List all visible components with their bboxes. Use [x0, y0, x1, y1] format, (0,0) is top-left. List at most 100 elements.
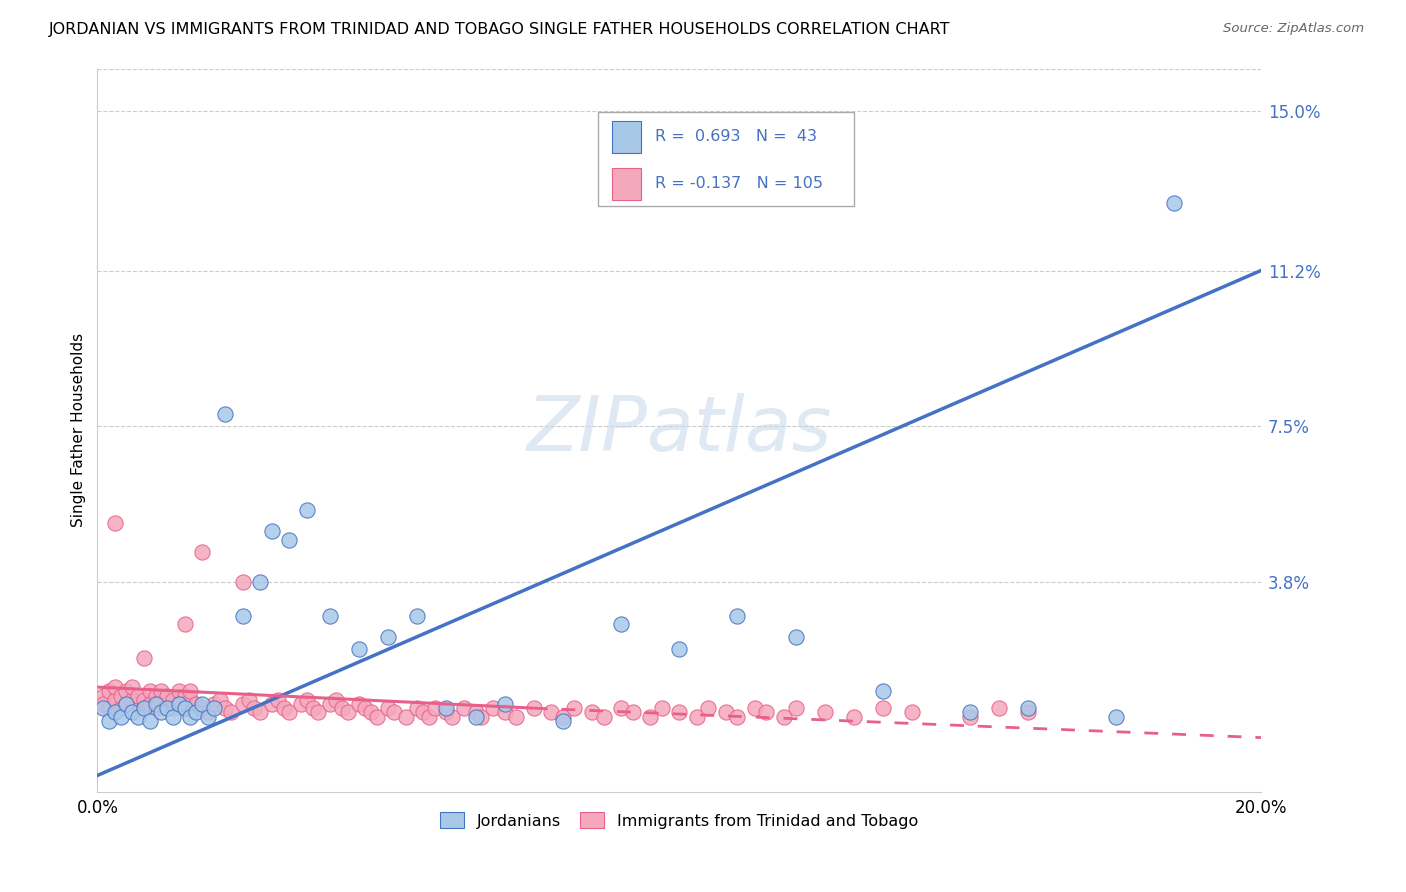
- Point: [110, 701, 132, 715]
- Point: [110, 709, 132, 723]
- Point: [651, 701, 673, 715]
- Point: [121, 692, 143, 706]
- Point: [104, 516, 127, 530]
- Point: [127, 709, 149, 723]
- Point: [755, 706, 778, 720]
- Point: [725, 608, 748, 623]
- Point: [592, 709, 614, 723]
- Point: [307, 706, 329, 720]
- Point: [208, 692, 231, 706]
- Point: [132, 701, 155, 715]
- Point: [1017, 706, 1039, 720]
- Point: [354, 701, 377, 715]
- Text: Source: ZipAtlas.com: Source: ZipAtlas.com: [1223, 22, 1364, 36]
- Point: [412, 706, 434, 720]
- Text: R = -0.137   N = 105: R = -0.137 N = 105: [655, 177, 823, 192]
- Point: [179, 684, 201, 698]
- Point: [1104, 709, 1126, 723]
- Point: [494, 697, 516, 711]
- Point: [127, 697, 149, 711]
- Point: [464, 709, 486, 723]
- Point: [959, 709, 981, 723]
- Point: [290, 697, 312, 711]
- Point: [785, 630, 807, 644]
- Point: [278, 706, 301, 720]
- Point: [191, 545, 214, 559]
- Point: [319, 697, 342, 711]
- Point: [104, 706, 127, 720]
- Point: [197, 706, 219, 720]
- Point: [260, 697, 283, 711]
- Point: [785, 701, 807, 715]
- Point: [551, 714, 574, 728]
- Point: [219, 706, 242, 720]
- Point: [494, 706, 516, 720]
- Point: [115, 697, 138, 711]
- Point: [150, 692, 173, 706]
- Point: [138, 714, 160, 728]
- Point: [773, 709, 796, 723]
- Point: [104, 680, 127, 694]
- Point: [232, 697, 254, 711]
- FancyBboxPatch shape: [612, 120, 641, 153]
- Point: [98, 701, 121, 715]
- Point: [901, 706, 924, 720]
- Point: [441, 709, 464, 723]
- Point: [162, 709, 184, 723]
- Point: [814, 706, 837, 720]
- Point: [132, 701, 155, 715]
- Point: [173, 617, 195, 632]
- Point: [581, 706, 603, 720]
- Point: [668, 706, 690, 720]
- Point: [173, 701, 195, 715]
- Point: [540, 706, 562, 720]
- Point: [610, 701, 633, 715]
- Point: [232, 574, 254, 589]
- Point: [110, 689, 132, 703]
- Point: [638, 709, 661, 723]
- Point: [127, 689, 149, 703]
- Point: [98, 714, 121, 728]
- Point: [214, 701, 236, 715]
- Point: [725, 709, 748, 723]
- FancyBboxPatch shape: [612, 168, 641, 200]
- Point: [121, 680, 143, 694]
- Point: [319, 608, 342, 623]
- Point: [260, 524, 283, 539]
- Point: [138, 697, 160, 711]
- Point: [1163, 196, 1185, 211]
- Point: [162, 692, 184, 706]
- Legend: Jordanians, Immigrants from Trinidad and Tobago: Jordanians, Immigrants from Trinidad and…: [434, 805, 925, 835]
- Point: [145, 701, 167, 715]
- Point: [336, 706, 359, 720]
- Point: [156, 697, 179, 711]
- Point: [138, 684, 160, 698]
- FancyBboxPatch shape: [598, 112, 853, 206]
- Point: [167, 697, 190, 711]
- Point: [91, 701, 114, 715]
- Point: [418, 709, 440, 723]
- Point: [273, 701, 295, 715]
- Point: [243, 701, 266, 715]
- Point: [150, 684, 173, 698]
- Point: [167, 684, 190, 698]
- Point: [186, 706, 208, 720]
- Point: [91, 697, 114, 711]
- Point: [115, 684, 138, 698]
- Point: [347, 697, 370, 711]
- Point: [278, 533, 301, 547]
- Point: [202, 701, 225, 715]
- Point: [842, 709, 865, 723]
- Point: [132, 692, 155, 706]
- Point: [959, 706, 981, 720]
- Point: [186, 697, 208, 711]
- Point: [482, 701, 505, 715]
- Point: [1017, 701, 1039, 715]
- Y-axis label: Single Father Households: Single Father Households: [72, 334, 86, 527]
- Point: [238, 692, 260, 706]
- Point: [191, 701, 214, 715]
- Point: [214, 407, 236, 421]
- Point: [301, 701, 323, 715]
- Point: [744, 701, 766, 715]
- Point: [249, 574, 271, 589]
